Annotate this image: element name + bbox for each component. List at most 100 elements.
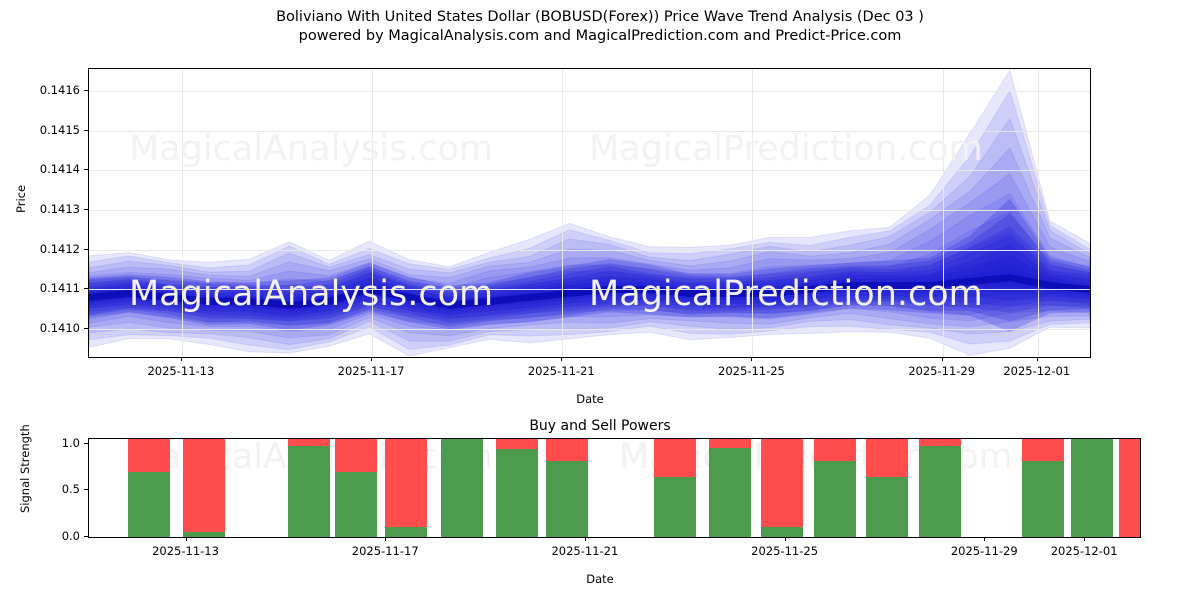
x-axis-tick-mark [584, 537, 586, 541]
title-line-2: powered by MagicalAnalysis.com and Magic… [298, 28, 902, 44]
signal-bar [1119, 439, 1140, 537]
sell-power-segment [288, 439, 331, 446]
signal-bar [1021, 439, 1064, 537]
signal-bar [761, 439, 804, 537]
sell-power-segment [384, 439, 427, 528]
signal-bar [918, 439, 961, 537]
page-title: Boliviano With United States Dollar (BOB… [0, 8, 1200, 46]
buy-power-segment [496, 448, 539, 537]
x-axis-tick-label: 2025-11-13 [147, 364, 215, 378]
y-axis-tick-mark [84, 129, 88, 131]
y-axis-tick-label: 0.1412 [39, 241, 80, 256]
gridline-vertical [181, 69, 183, 357]
signal-bar [708, 439, 751, 537]
buy-power-segment [918, 445, 961, 537]
x-axis-tick-mark [984, 537, 986, 541]
gridline-vertical [752, 69, 754, 357]
x-axis-tick-label: 2025-11-25 [751, 544, 819, 558]
signal-bar [128, 439, 171, 537]
y-axis-tick-mark [84, 536, 88, 537]
signal-bar [496, 439, 539, 537]
x-axis-tick-label: 2025-12-01 [1050, 544, 1118, 558]
y-axis-tick-mark [84, 169, 88, 171]
buy-power-segment [545, 460, 588, 537]
top-chart-xlabel: Date [576, 392, 604, 406]
y-axis-tick-mark [84, 442, 88, 444]
buy-power-segment [708, 447, 751, 537]
x-axis-tick-mark [1084, 537, 1086, 541]
price-wave-chart: MagicalAnalysis.com MagicalPrediction.com… [88, 68, 1091, 358]
sell-power-segment [335, 439, 378, 473]
y-axis-tick-label: 0.1411 [39, 281, 80, 296]
x-axis-tick-label: 2025-11-21 [527, 364, 595, 378]
signal-bar [183, 439, 226, 537]
gridline-vertical [1037, 69, 1039, 357]
x-axis-tick-mark [180, 357, 182, 361]
x-axis-tick-mark [751, 357, 753, 361]
gridline-vertical [372, 69, 374, 357]
median-line [89, 274, 1090, 309]
signal-bar [1071, 439, 1114, 537]
buy-power-segment [761, 527, 804, 537]
wave-band [89, 192, 1090, 326]
gridline-horizontal [89, 130, 1090, 132]
gridline-horizontal [89, 249, 1090, 251]
x-axis-tick-mark [185, 537, 187, 541]
signal-bar [440, 439, 483, 537]
gridline-horizontal [89, 210, 1090, 212]
signal-bar [288, 439, 331, 537]
y-axis-tick-label: 0.0 [61, 529, 80, 543]
bottom-chart-ylabel: Signal Strength [18, 424, 32, 513]
buy-power-segment [288, 445, 331, 537]
x-axis-tick-mark [385, 537, 387, 541]
x-axis-tick-mark [784, 537, 786, 541]
signal-bar [545, 439, 588, 537]
x-axis-tick-label: 2025-11-29 [908, 364, 976, 378]
buy-power-segment [653, 477, 696, 537]
y-axis-tick-label: 0.1415 [39, 122, 80, 137]
x-axis-tick-label: 2025-11-29 [950, 544, 1018, 558]
signal-bar [335, 439, 378, 537]
signal-bar [813, 439, 856, 537]
sell-power-segment [918, 439, 961, 446]
signal-bar [866, 439, 909, 537]
sell-power-segment [761, 439, 804, 528]
gridline-vertical [942, 69, 944, 357]
buy-power-segment [335, 472, 378, 537]
sell-power-segment [496, 439, 539, 449]
buy-power-segment [128, 472, 171, 537]
bottom-chart-title: Buy and Sell Powers [529, 418, 671, 434]
x-axis-tick-mark [941, 357, 943, 361]
sell-power-segment [653, 439, 696, 478]
x-axis-tick-mark [561, 357, 563, 361]
gridline-vertical [562, 69, 564, 357]
bottom-chart-xlabel: Date [586, 572, 614, 586]
signal-bar [653, 439, 696, 537]
signal-bar [384, 439, 427, 537]
wave-band [89, 172, 1090, 332]
x-axis-tick-label: 2025-11-25 [718, 364, 785, 378]
y-axis-tick-label: 0.1416 [39, 82, 80, 97]
y-axis-tick-mark [84, 209, 88, 211]
sell-power-segment [866, 439, 909, 478]
buy-power-segment [384, 527, 427, 537]
x-axis-tick-label: 2025-11-17 [351, 544, 419, 558]
x-axis-tick-mark [371, 357, 373, 361]
y-axis-tick-label: 0.5 [61, 482, 80, 497]
y-axis-tick-label: 1.0 [61, 435, 80, 450]
y-axis-tick-mark [84, 288, 88, 290]
sell-power-segment [813, 439, 856, 461]
x-axis-tick-label: 2025-11-13 [152, 544, 219, 558]
sell-power-segment [1021, 439, 1064, 461]
buy-power-segment [866, 477, 909, 537]
sell-power-segment [1119, 439, 1140, 537]
gridline-horizontal [89, 170, 1090, 172]
gridline-horizontal [89, 329, 1090, 331]
x-axis-tick-label: 2025-11-21 [551, 544, 619, 558]
sell-power-segment [183, 439, 226, 533]
title-line-1: Boliviano With United States Dollar (BOB… [276, 9, 924, 25]
sell-power-segment [128, 439, 171, 473]
x-axis-tick-mark [1036, 357, 1038, 361]
buy-power-segment [1021, 460, 1064, 537]
